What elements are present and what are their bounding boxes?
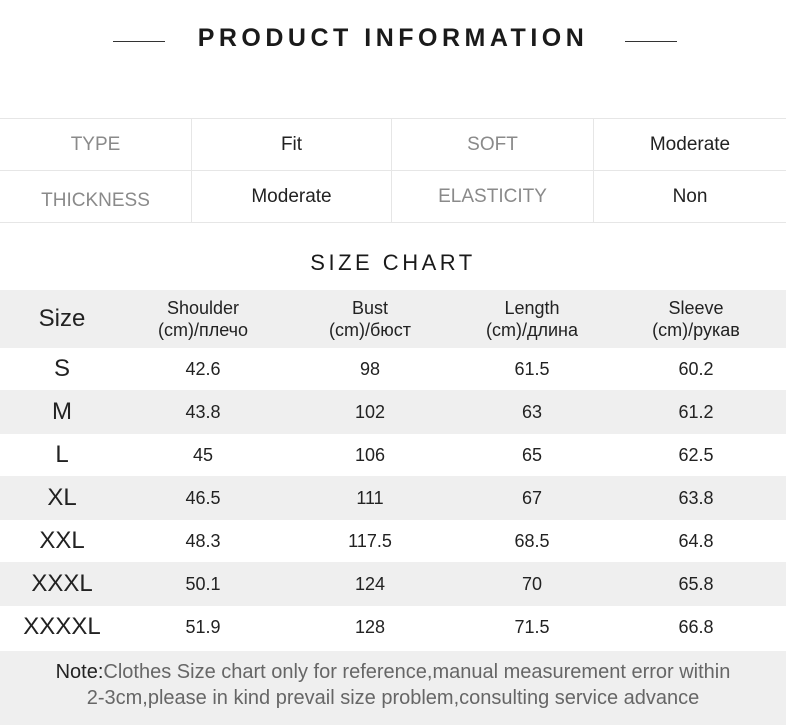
table-cell: 66.8 bbox=[678, 616, 714, 637]
info-value: Moderate bbox=[649, 133, 731, 155]
column-header-line: (cm)/рукав bbox=[652, 320, 740, 340]
size-label: XXL bbox=[39, 527, 85, 554]
table-cell: 61.5 bbox=[514, 358, 550, 379]
note-label: Note: bbox=[55, 661, 104, 683]
table-cell: 43.8 bbox=[185, 401, 221, 422]
size-label: S bbox=[53, 355, 70, 382]
info-row: TYPE Fit SOFT Moderate bbox=[0, 119, 786, 171]
info-value: Non bbox=[672, 185, 708, 207]
column-header: Bust (cm)/бюст bbox=[282, 297, 458, 341]
table-cell: 42.6 bbox=[185, 358, 221, 379]
table-row: L 45 106 65 62.5 bbox=[0, 434, 786, 476]
table-row: M 43.8 102 63 61.2 bbox=[0, 390, 786, 434]
column-header: Shoulder (cm)/плечо bbox=[124, 297, 282, 341]
table-cell: 111 bbox=[356, 487, 384, 508]
table-cell: 70 bbox=[521, 573, 543, 594]
table-cell: 71.5 bbox=[514, 616, 550, 637]
table-row: XXXL 50.1 124 70 65.8 bbox=[0, 562, 786, 606]
table-cell: 64.8 bbox=[678, 530, 714, 551]
table-row: S 42.6 98 61.5 60.2 bbox=[0, 348, 786, 390]
table-cell: 102 bbox=[354, 401, 386, 422]
table-cell: 48.3 bbox=[185, 530, 221, 551]
info-label: ELASTICITY bbox=[392, 171, 594, 222]
note-line-2: 2-3cm,please in kind prevail size proble… bbox=[86, 687, 700, 709]
table-cell: 117.5 bbox=[348, 530, 392, 551]
table-cell: 124 bbox=[354, 573, 386, 594]
table-cell: 106 bbox=[354, 444, 386, 465]
table-row: XXL 48.3 117.5 68.5 64.8 bbox=[0, 520, 786, 562]
size-chart-title: SIZE CHART bbox=[310, 250, 476, 275]
title-line-right bbox=[625, 41, 677, 42]
column-header: Sleeve (cm)/рукав bbox=[606, 297, 786, 341]
info-value: Fit bbox=[192, 119, 392, 170]
table-row: XXXXL 51.9 128 71.5 66.8 bbox=[0, 606, 786, 648]
table-cell: 46.5 bbox=[185, 487, 221, 508]
size-label: XXXL bbox=[31, 570, 93, 597]
table-cell: 50.1 bbox=[185, 573, 221, 594]
size-label: L bbox=[55, 441, 69, 468]
column-header: Size bbox=[0, 305, 124, 332]
note-line-1: Clothes Size chart only for reference,ma… bbox=[103, 661, 731, 683]
title-line-left bbox=[113, 41, 165, 42]
table-cell: 45 bbox=[192, 444, 214, 465]
page-title: PRODUCT INFORMATION bbox=[197, 24, 589, 52]
table-cell: 65 bbox=[521, 444, 543, 465]
size-label: XL bbox=[47, 484, 77, 511]
table-cell: 61.2 bbox=[678, 401, 714, 422]
column-header-line: (cm)/длина bbox=[486, 320, 578, 340]
size-header-row: Size Shoulder (cm)/плечо Bust (cm)/бюст Lengt… bbox=[0, 290, 786, 348]
size-label: XXXXL bbox=[23, 613, 101, 640]
info-label: SOFT bbox=[392, 119, 594, 170]
info-row: THICKNESS Moderate ELASTICITY Non bbox=[0, 171, 786, 223]
table-cell: 68.5 bbox=[514, 530, 550, 551]
info-value: Moderate bbox=[192, 171, 392, 222]
info-label: THICKNESS bbox=[0, 171, 192, 222]
column-header-line: Sleeve bbox=[668, 298, 724, 318]
column-header-line: Shoulder bbox=[166, 298, 240, 318]
column-header: Length (cm)/длина bbox=[458, 297, 606, 341]
table-cell: 65.8 bbox=[678, 573, 714, 594]
table-cell: 51.9 bbox=[185, 616, 221, 637]
size-label: M bbox=[52, 398, 72, 425]
product-info-table: TYPE Fit SOFT Moderate THICKNESS Moderate ELAS… bbox=[0, 118, 786, 223]
info-label: TYPE bbox=[0, 119, 192, 170]
table-cell: 98 bbox=[359, 358, 381, 379]
column-header-line: Size bbox=[38, 305, 86, 332]
table-row: XL 46.5 111 67 63.8 bbox=[0, 476, 786, 520]
table-cell: 60.2 bbox=[678, 358, 714, 379]
table-cell: 128 bbox=[354, 616, 386, 637]
column-header-line: Bust bbox=[351, 298, 389, 318]
column-header-line: (cm)/плечо bbox=[157, 320, 249, 340]
table-cell: 67 bbox=[521, 487, 543, 508]
size-chart-table: Size Shoulder (cm)/плечо Bust (cm)/бюст Lengt… bbox=[0, 290, 786, 648]
table-cell: 63 bbox=[521, 401, 543, 422]
column-header-line: Length bbox=[504, 298, 560, 318]
note: Note:Clothes Size chart only for referen… bbox=[0, 651, 786, 725]
column-header-line: (cm)/бюст bbox=[328, 320, 412, 340]
table-cell: 62.5 bbox=[678, 444, 714, 465]
table-cell: 63.8 bbox=[678, 487, 714, 508]
